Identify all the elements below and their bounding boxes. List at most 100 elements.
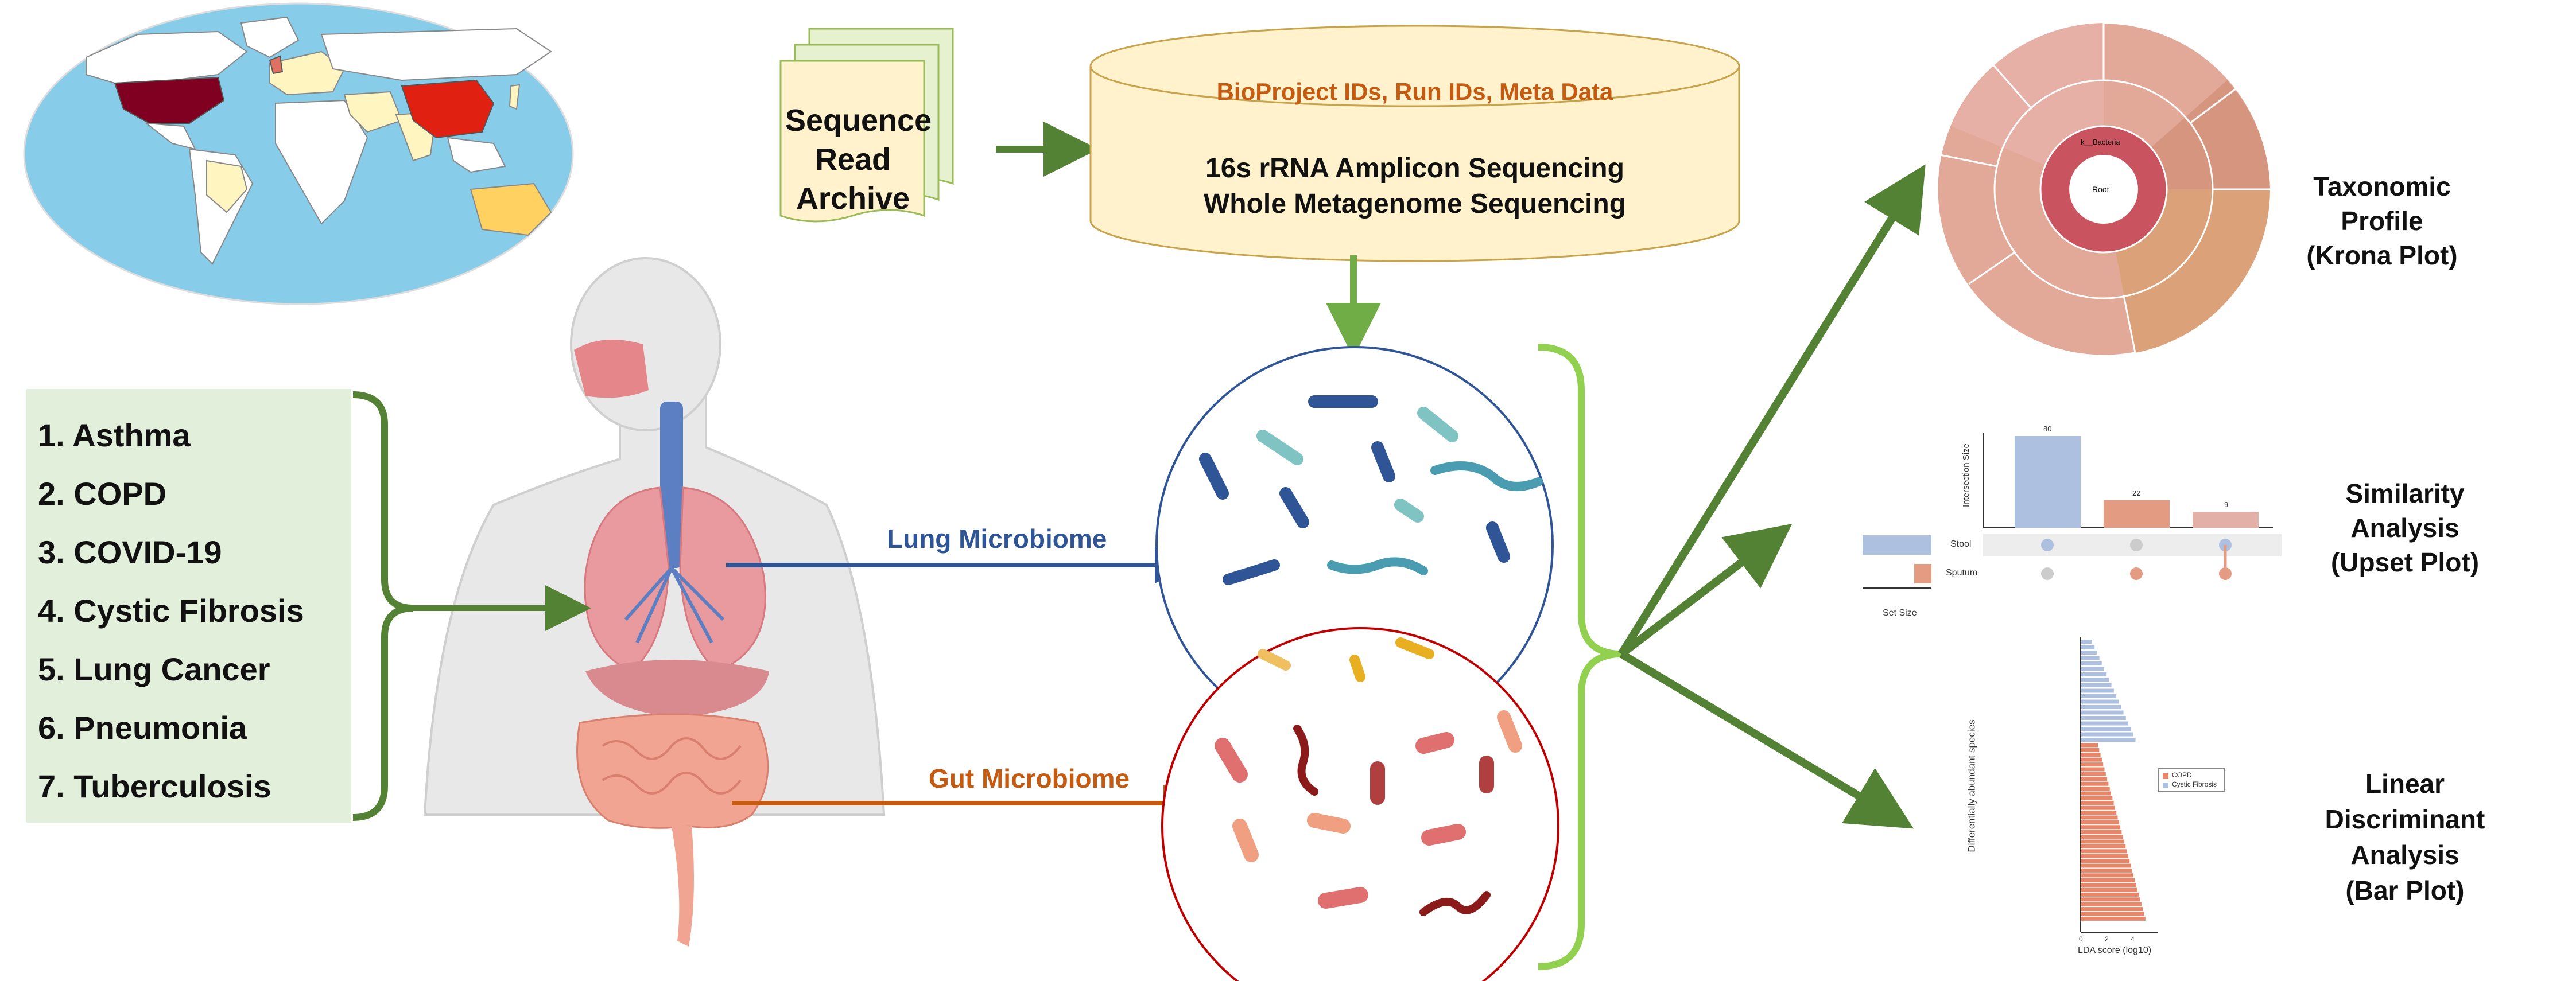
lda-bar-cystic-fibrosis (2081, 777, 2108, 781)
lda-bar-copd (2081, 688, 2114, 693)
china-shape (401, 79, 495, 139)
lda-bar-cystic-fibrosis (2081, 820, 2119, 824)
lda-label-line2: Analysis (2350, 840, 2459, 870)
disease-list: 1. Asthma 2. COPD 3. COVID-19 4. Cystic … (26, 389, 351, 823)
lda-bar-copd (2081, 683, 2112, 687)
database-cylinder (1089, 25, 1740, 262)
lda-xlabel: LDA score (log10) (2078, 945, 2152, 955)
sra-line3: Archive (796, 181, 910, 216)
lda-legend-label: COPD (2172, 771, 2192, 779)
lda-bar-cystic-fibrosis (2081, 753, 2101, 757)
krona-center-label: Root (2092, 185, 2109, 194)
sra-line2: Read (814, 142, 891, 177)
lda-bar-cystic-fibrosis (2081, 743, 2098, 748)
lda-bar-cystic-fibrosis (2081, 762, 2104, 767)
krona-label-line1: Taxonomic Profile (2313, 172, 2451, 236)
lda-bar-cystic-fibrosis (2081, 863, 2131, 868)
krona-label: Taxonomic Profile (Krona Plot) (2273, 169, 2491, 272)
upset-set-size-label: Set Size (1883, 608, 1917, 618)
disease-item: 5. Lung Cancer (38, 651, 270, 687)
usa-shape (114, 76, 225, 124)
australia-shape (470, 182, 552, 236)
lda-xtick-label: 0 (2079, 935, 2083, 943)
lda-bar-cystic-fibrosis (2081, 787, 2110, 791)
arrow-to-upset (1619, 524, 1793, 657)
lda-bar-cystic-fibrosis (2081, 883, 2136, 887)
world-map (23, 2, 574, 305)
lda-label: Linear Discriminant Analysis (Bar Plot) (2290, 766, 2520, 908)
human-anatomy (423, 257, 886, 947)
lung-microbiome-circle (1155, 346, 1554, 744)
lda-bar-cystic-fibrosis (2081, 892, 2139, 897)
sra-line1: Sequence (785, 103, 932, 138)
upset-label-line1: Similarity Analysis (2345, 478, 2465, 543)
upset-set-label: Sputum (1946, 568, 1978, 578)
lung-microbiome-label: Lung Microbiome (887, 524, 1107, 554)
upset-plot (1863, 433, 2282, 589)
central-america-shape (144, 122, 196, 150)
krona-plot (1936, 22, 2271, 357)
disease-item: 3. COVID-19 (38, 534, 222, 570)
europe-shape (269, 50, 346, 96)
lda-xtick-label: 4 (2131, 935, 2135, 943)
canada-shape (86, 30, 248, 84)
disease-item: 2. COPD (38, 476, 167, 512)
lda-bar-cystic-fibrosis (2081, 873, 2134, 878)
lda-bar-cystic-fibrosis (2081, 781, 2109, 786)
lda-bar-cystic-fibrosis (2081, 757, 2102, 762)
lda-bar-cystic-fibrosis (2081, 825, 2121, 830)
upset-label-line2: (Upset Plot) (2330, 547, 2480, 577)
lda-bar-cystic-fibrosis (2081, 844, 2126, 848)
lda-bar-copd (2081, 661, 2102, 665)
disease-item: 6. Pneumonia (38, 710, 247, 746)
lda-bar-cystic-fibrosis (2081, 767, 2105, 772)
lda-bar-cystic-fibrosis (2081, 748, 2100, 752)
database-line1: 16s rRNA Amplicon Sequencing (1205, 153, 1624, 184)
lda-bar-copd (2081, 721, 2128, 726)
upset-set-label: Stool (1950, 539, 1972, 549)
lda-bar-copd (2081, 738, 2136, 742)
lda-bar-cystic-fibrosis (2081, 887, 2137, 892)
arrow-to-lda (1619, 650, 1914, 829)
lda-bar-cystic-fibrosis (2081, 772, 2106, 776)
sra-label: Sequence Read Archive (785, 101, 932, 218)
lda-bar-copd (2081, 645, 2095, 649)
lda-bar-copd (2081, 699, 2119, 704)
lda-bar-cystic-fibrosis (2081, 830, 2122, 834)
lda-bar-cystic-fibrosis (2081, 815, 2118, 820)
krona-label-line2: (Krona Plot) (2306, 240, 2458, 270)
lda-ylabel: Differentially abundant species (1966, 719, 1977, 852)
lda-bar-cystic-fibrosis (2081, 897, 2140, 902)
disease-bracket (352, 391, 414, 821)
database-line2: Whole Metagenome Sequencing (1203, 189, 1627, 219)
japan-shape (509, 84, 521, 110)
lda-bar-cystic-fibrosis (2081, 839, 2124, 844)
intestine-shape (576, 713, 769, 829)
lda-bar-copd (2081, 667, 2104, 671)
database-header: BioProject IDs, Run IDs, Meta Data (1216, 78, 1613, 105)
lda-bar-cystic-fibrosis (2081, 907, 2143, 912)
lda-bar-copd (2081, 732, 2133, 737)
lda-bar-cystic-fibrosis (2081, 854, 2128, 858)
russia-shape (320, 28, 552, 81)
lda-bar-copd (2081, 694, 2116, 698)
arrow-to-krona (1618, 164, 1926, 656)
lda-bar-cystic-fibrosis (2081, 835, 2123, 839)
upset-ylabel: Intersection Size (1961, 443, 1971, 507)
se-asia-shape (447, 137, 506, 173)
disease-item: 4. Cystic Fibrosis (38, 593, 304, 629)
lda-bar-cystic-fibrosis (2081, 878, 2135, 882)
lda-bar-cystic-fibrosis (2081, 912, 2144, 916)
lda-label-line1: Linear Discriminant (2325, 769, 2485, 834)
lda-bar-cystic-fibrosis (2081, 801, 2114, 805)
upset-bar-label: 9 (2224, 500, 2229, 509)
lda-bar-cystic-fibrosis (2081, 805, 2115, 810)
gut-microbiome-label: Gut Microbiome (929, 764, 1130, 793)
lda-bar-copd (2081, 656, 2100, 660)
lda-label-line3: (Bar Plot) (2345, 875, 2465, 905)
lda-bar-plot (2080, 637, 2225, 933)
lda-bar-cystic-fibrosis (2081, 916, 2146, 921)
krona-ring-label: k__Bacteria (2081, 138, 2120, 146)
disease-item: 1. Asthma (38, 417, 191, 453)
